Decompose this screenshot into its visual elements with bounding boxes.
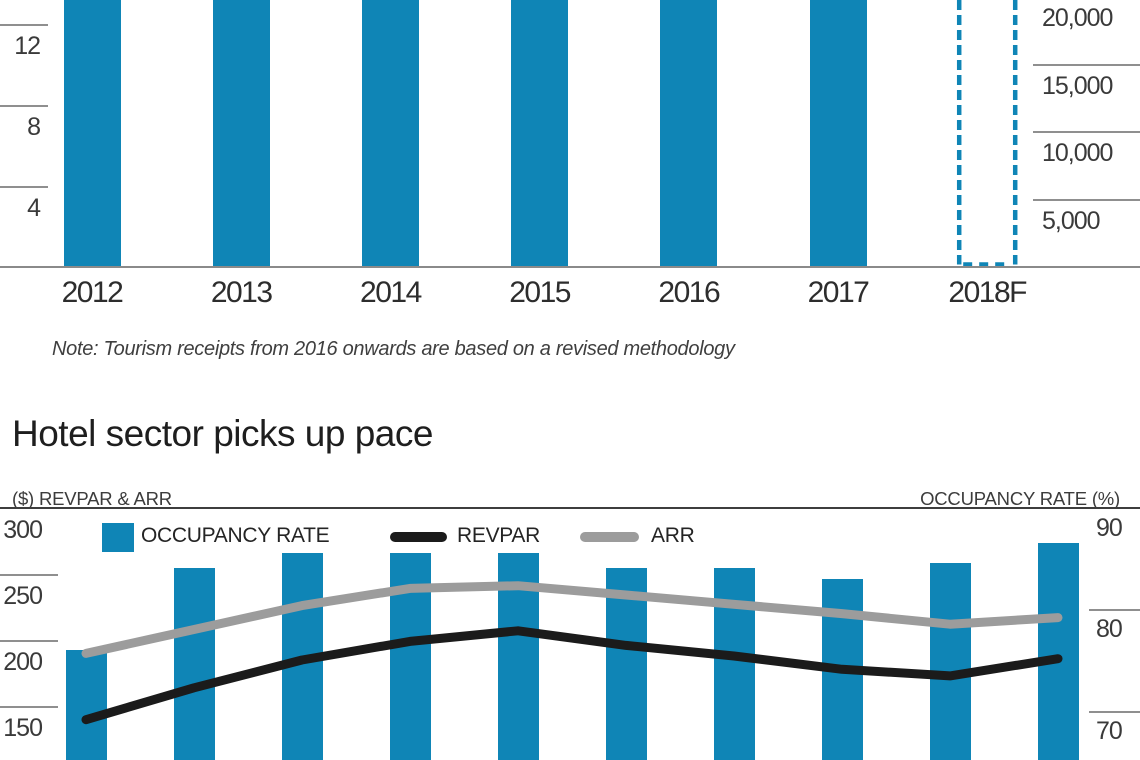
bottom-left-label-200: 200 (3, 648, 43, 677)
occupancy-bar-9 (929, 563, 971, 760)
revpar-line-swatch (390, 532, 447, 542)
occupancy-bar-swatch (102, 523, 134, 552)
year-label-2018F: 2018F (948, 276, 1027, 309)
left-axis-title: ($) REVPAR & ARR (12, 488, 172, 509)
year-label-2016: 2016 (658, 276, 720, 309)
top-bar-2014 (361, 0, 419, 267)
bottom-chart-top-rule (0, 506, 1140, 509)
right-tick-5000 (1033, 199, 1140, 202)
left-tick-label-8: 8 (27, 113, 41, 141)
occupancy-bar-1 (65, 649, 107, 760)
occupancy-bar-10 (1037, 543, 1079, 760)
occupancy-bar-2 (173, 568, 215, 760)
left-tick-12 (0, 24, 48, 26)
occupancy-bar-4 (389, 553, 431, 760)
year-label-2017: 2017 (807, 276, 870, 309)
right-tick-10000 (1033, 131, 1140, 134)
occupancy-bar-7 (713, 568, 755, 760)
bottom-right-label-70: 70 (1096, 716, 1123, 745)
legend-occupancy-label: OCCUPANCY RATE (141, 524, 330, 547)
legend-arr-label: ARR (651, 524, 695, 547)
year-label-2015: 2015 (509, 276, 571, 309)
year-label-2012: 2012 (61, 276, 124, 309)
right-tick-label-5000: 5,000 (1042, 207, 1101, 236)
right-tick-label-20000: 20,000 (1042, 3, 1113, 32)
occupancy-bar-3 (281, 553, 323, 760)
right-tick-label-10000: 10,000 (1042, 139, 1113, 168)
bottom-right-label-80: 80 (1096, 615, 1123, 643)
right-tick-label-15000: 15,000 (1042, 71, 1113, 100)
left-tick-4 (0, 186, 48, 188)
top-chart-baseline (0, 265, 1140, 268)
bottom-left-label-300: 300 (3, 515, 43, 544)
bottom-left-label-150: 150 (3, 714, 43, 743)
bottom-left-label-250: 250 (3, 581, 43, 610)
occupancy-bar-5 (497, 553, 539, 760)
occupancy-bar-6 (605, 568, 647, 760)
right-tick-15000 (1033, 63, 1140, 66)
top-bar-2017 (809, 0, 867, 267)
bottom-left-tick-150 (0, 706, 58, 709)
occupancy-bar-8 (821, 578, 863, 760)
top-bar-2012 (63, 0, 121, 267)
top-bar-2013 (212, 0, 270, 267)
left-tick-label-12: 12 (14, 32, 41, 60)
bottom-right-tick-80 (1089, 609, 1140, 611)
year-label-2013: 2013 (210, 276, 273, 309)
top-bar-2015 (511, 0, 569, 267)
bottom-right-tick-70 (1089, 710, 1140, 713)
bottom-left-tick-200 (0, 640, 58, 643)
bottom-left-tick-250 (0, 573, 58, 576)
bottom-chart-title: Hotel sector picks up pace (12, 413, 433, 454)
top-bar-2016 (660, 0, 718, 267)
year-label-2014: 2014 (360, 276, 422, 309)
bottom-right-label-90: 90 (1096, 513, 1123, 542)
methodology-note: Note: Tourism receipts from 2016 onwards… (52, 338, 735, 360)
left-tick-8 (0, 105, 48, 107)
right-axis-title: OCCUPANCY RATE (%) (920, 488, 1120, 509)
arr-line-swatch (580, 532, 639, 542)
legend-revpar-label: REVPAR (457, 524, 540, 547)
forecast-bar-2018f-dashed (956, 0, 1018, 267)
left-tick-label-4: 4 (27, 194, 41, 222)
